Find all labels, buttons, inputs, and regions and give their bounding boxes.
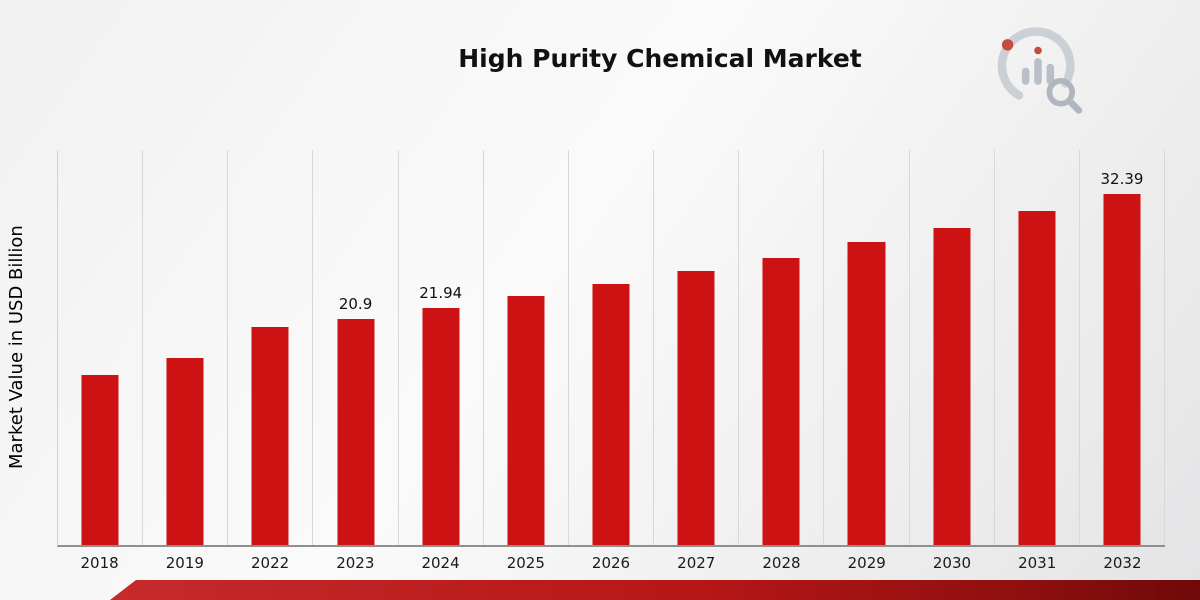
bar-2025	[507, 296, 545, 545]
x-tick-2029: 2029	[847, 554, 886, 572]
x-tick-2025: 2025	[506, 554, 545, 572]
bar-2024	[422, 307, 460, 545]
market-research-logo	[988, 22, 1088, 117]
x-tick-2022: 2022	[250, 554, 290, 572]
x-tick-2026: 2026	[591, 554, 631, 572]
x-tick-2032: 2032	[1103, 554, 1142, 572]
grid-column	[910, 150, 995, 545]
logo-bars-icon	[1021, 46, 1055, 85]
bar-chart: 20.9 21.94 32.39 2018 2019 2022 2023 2024 2025 2…	[57, 150, 1166, 572]
data-label-2024: 21.94	[419, 283, 463, 302]
x-tick-2027: 2027	[677, 554, 716, 572]
x-tick-2018: 2018	[80, 554, 119, 572]
bar-2030	[933, 227, 971, 545]
grid-column: 20.9	[313, 150, 399, 545]
x-tick-2028: 2028	[762, 554, 801, 572]
x-axis-ticks: 2018 2019 2022 2023 2024 2025 2026 2027 2028 2029…	[57, 547, 1165, 572]
x-tick-2024: 2024	[421, 554, 460, 572]
grid-column	[569, 150, 655, 545]
bar-2019	[166, 357, 204, 545]
x-tick-2023: 2023	[336, 554, 375, 572]
data-label-2032: 32.39	[1100, 170, 1144, 189]
bar-2018	[81, 375, 119, 545]
grid-column: 21.94	[399, 150, 484, 545]
grid-column: 32.39	[1080, 150, 1166, 545]
bar-2031	[1018, 210, 1056, 545]
grid-column	[228, 150, 314, 545]
grid-column	[739, 150, 825, 545]
chart-title: High Purity Chemical Market	[458, 44, 862, 73]
x-tick-2019: 2019	[165, 554, 204, 572]
bar-2028	[762, 258, 800, 545]
y-axis-label: Market Value in USD Billion	[6, 225, 27, 470]
grid-column	[654, 150, 740, 545]
logo-magnifier-icon	[1046, 78, 1083, 114]
x-tick-2031: 2031	[1018, 554, 1057, 572]
bar-2026	[592, 284, 630, 545]
logo-graphic	[997, 27, 1083, 114]
data-label-2023: 20.9	[338, 294, 373, 313]
grid-column	[824, 150, 910, 545]
bar-2032	[1103, 194, 1141, 545]
grid-column	[143, 150, 229, 545]
bar-2022	[251, 327, 289, 545]
grid-column	[995, 150, 1080, 545]
x-tick-2030: 2030	[932, 554, 972, 572]
logo-dot	[1001, 39, 1014, 51]
bar-2029	[847, 242, 885, 545]
bar-2027	[677, 271, 715, 545]
plot-area: 20.9 21.94 32.39	[57, 150, 1166, 547]
bottom-red-strip	[110, 580, 1200, 600]
grid-column	[484, 150, 569, 545]
grid-column	[58, 150, 144, 545]
bar-2023	[337, 318, 375, 545]
